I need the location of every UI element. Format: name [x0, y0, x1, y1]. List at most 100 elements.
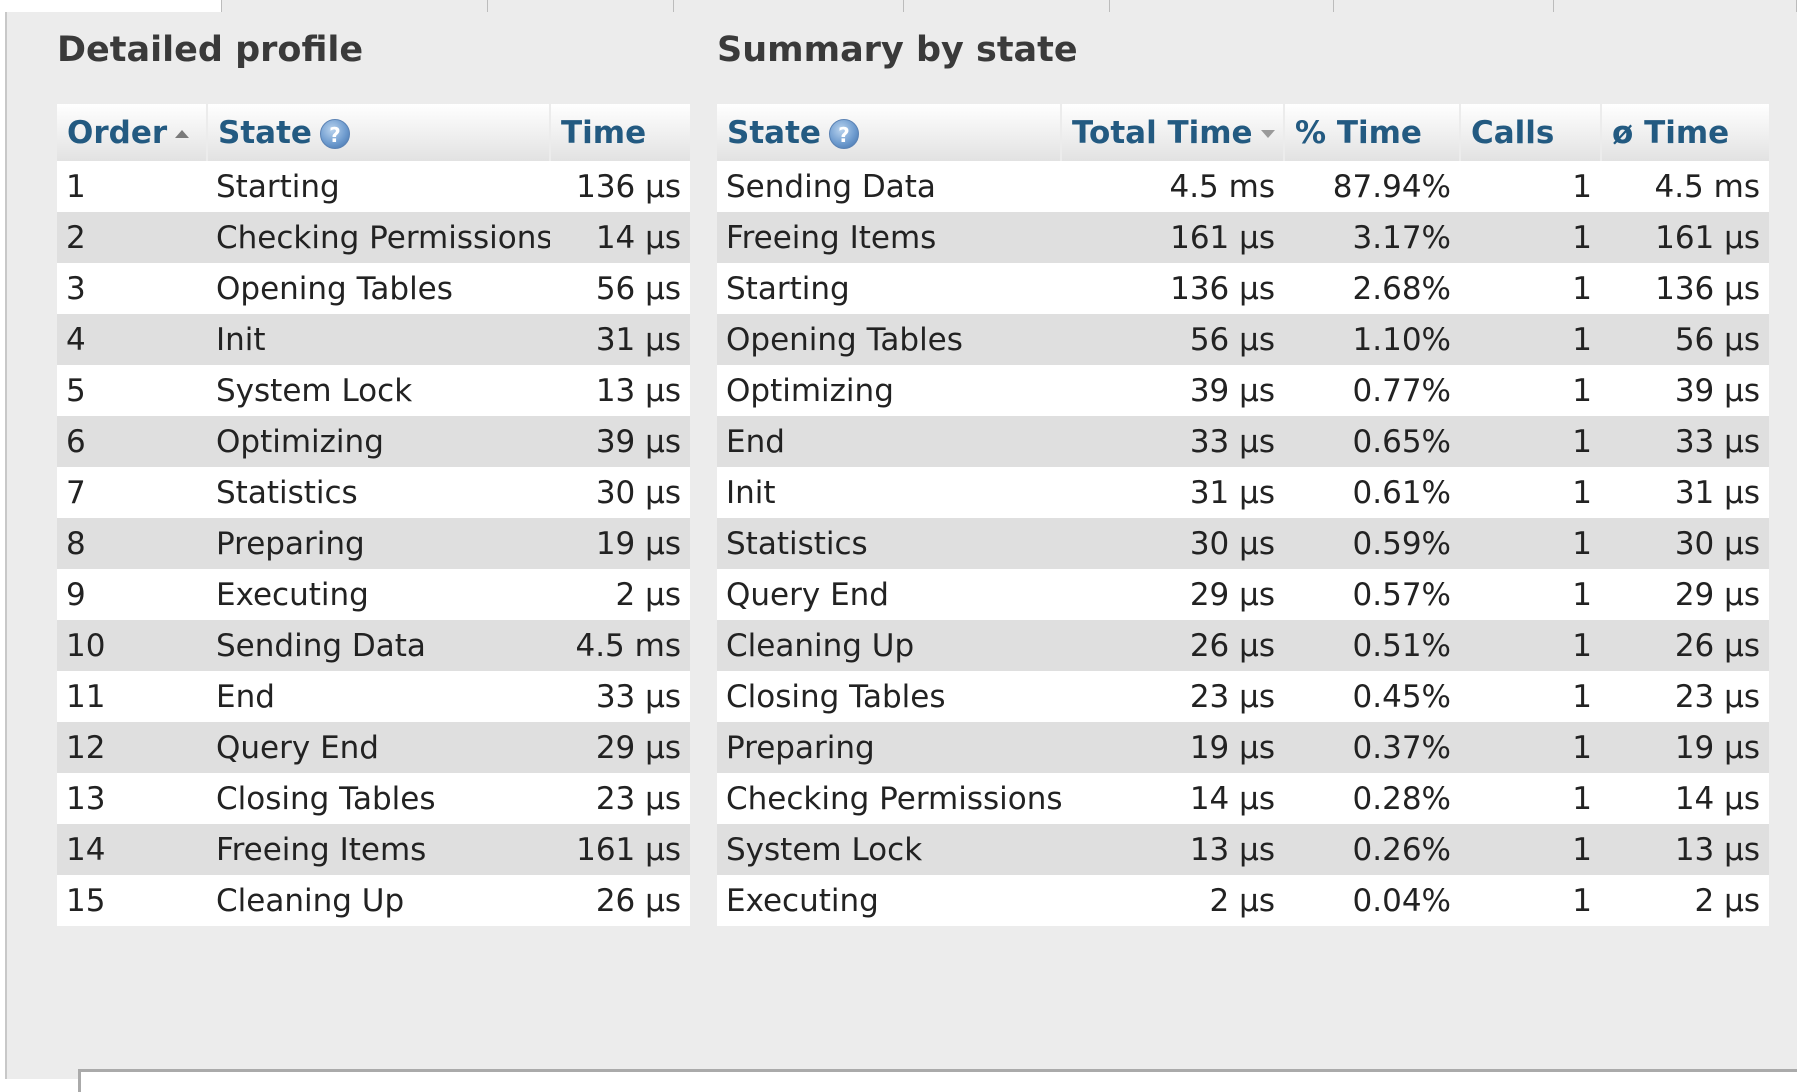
table-row: 1 Starting 136 µs [57, 161, 690, 212]
state-cell: Freeing Items [717, 212, 1061, 263]
help-icon[interactable]: ? [828, 119, 859, 149]
column-header-total-time[interactable]: Total Time [1061, 104, 1285, 161]
state-cell: Executing [207, 569, 550, 620]
tab[interactable] [904, 0, 1110, 12]
column-header-percent-time[interactable]: % Time [1284, 104, 1461, 161]
column-header-state[interactable]: State? [207, 104, 551, 161]
average-time-cell: 23 µs [1601, 671, 1769, 722]
state-cell: Freeing Items [207, 824, 550, 875]
table-row: 14 Freeing Items 161 µs [57, 824, 690, 875]
average-time-cell: 39 µs [1601, 365, 1769, 416]
column-header-calls[interactable]: Calls [1460, 104, 1602, 161]
percent-time-cell: 0.45% [1284, 671, 1460, 722]
time-cell: 33 µs [550, 671, 690, 722]
table-row: 5 System Lock 13 µs [57, 365, 690, 416]
summary-by-state-heading: Summary by state [717, 30, 1078, 70]
calls-cell: 1 [1460, 620, 1601, 671]
tab[interactable] [674, 0, 904, 12]
table-row: 3 Opening Tables 56 µs [57, 263, 690, 314]
order-cell: 2 [57, 212, 207, 263]
state-cell: Preparing [207, 518, 550, 569]
state-cell: System Lock [207, 365, 550, 416]
column-header-label: Calls [1471, 114, 1555, 151]
time-cell: 14 µs [550, 212, 690, 263]
tab[interactable] [222, 0, 488, 12]
table-row: Checking Permissions 14 µs 0.28% 1 14 µs [717, 773, 1769, 824]
calls-cell: 1 [1460, 824, 1601, 875]
calls-cell: 1 [1460, 875, 1601, 926]
percent-time-cell: 1.10% [1284, 314, 1460, 365]
state-cell: Query End [717, 569, 1061, 620]
calls-cell: 1 [1460, 569, 1601, 620]
calls-cell: 1 [1460, 365, 1601, 416]
table-row: Preparing 19 µs 0.37% 1 19 µs [717, 722, 1769, 773]
total-time-cell: 29 µs [1061, 569, 1284, 620]
table-row: Freeing Items 161 µs 3.17% 1 161 µs [717, 212, 1769, 263]
tab[interactable] [488, 0, 674, 12]
detailed-profile-table: Order State? Time 1 Starting 136 µs 2 Checki… [57, 104, 690, 926]
tab[interactable] [1554, 0, 1797, 12]
help-icon[interactable]: ? [319, 119, 350, 149]
percent-time-cell: 0.57% [1284, 569, 1460, 620]
column-header-label: Time [561, 114, 647, 151]
tab[interactable] [1110, 0, 1334, 12]
percent-time-cell: 0.37% [1284, 722, 1460, 773]
calls-cell: 1 [1460, 314, 1601, 365]
calls-cell: 1 [1460, 518, 1601, 569]
lower-panel-edge [78, 1069, 1797, 1092]
order-cell: 8 [57, 518, 207, 569]
state-cell: Starting [207, 161, 550, 212]
order-cell: 6 [57, 416, 207, 467]
detailed-profile-heading: Detailed profile [57, 30, 364, 70]
state-cell: Statistics [207, 467, 550, 518]
total-time-cell: 2 µs [1061, 875, 1284, 926]
tab[interactable] [1334, 0, 1554, 12]
state-cell: System Lock [717, 824, 1061, 875]
total-time-cell: 136 µs [1061, 263, 1284, 314]
order-cell: 1 [57, 161, 207, 212]
average-time-cell: 30 µs [1601, 518, 1769, 569]
table-row: 2 Checking Permissions 14 µs [57, 212, 690, 263]
state-cell: End [717, 416, 1061, 467]
average-time-cell: 14 µs [1601, 773, 1769, 824]
average-time-cell: 13 µs [1601, 824, 1769, 875]
column-header-order[interactable]: Order [57, 104, 208, 161]
total-time-cell: 39 µs [1061, 365, 1284, 416]
average-time-cell: 136 µs [1601, 263, 1769, 314]
state-cell: Sending Data [207, 620, 550, 671]
table-row: Closing Tables 23 µs 0.45% 1 23 µs [717, 671, 1769, 722]
order-cell: 9 [57, 569, 207, 620]
table-row: Starting 136 µs 2.68% 1 136 µs [717, 263, 1769, 314]
column-header-label: State [727, 114, 821, 151]
column-header-state[interactable]: State? [717, 104, 1062, 161]
table-row: 13 Closing Tables 23 µs [57, 773, 690, 824]
time-cell: 39 µs [550, 416, 690, 467]
state-cell: End [207, 671, 550, 722]
average-time-cell: 2 µs [1601, 875, 1769, 926]
percent-time-cell: 0.59% [1284, 518, 1460, 569]
table-row: Cleaning Up 26 µs 0.51% 1 26 µs [717, 620, 1769, 671]
order-cell: 5 [57, 365, 207, 416]
total-time-cell: 31 µs [1061, 467, 1284, 518]
column-header-time[interactable]: Time [550, 104, 690, 161]
calls-cell: 1 [1460, 263, 1601, 314]
state-cell: Opening Tables [207, 263, 550, 314]
table-row: Query End 29 µs 0.57% 1 29 µs [717, 569, 1769, 620]
percent-time-cell: 2.68% [1284, 263, 1460, 314]
state-cell: Optimizing [207, 416, 550, 467]
time-cell: 2 µs [550, 569, 690, 620]
calls-cell: 1 [1460, 671, 1601, 722]
table-row: End 33 µs 0.65% 1 33 µs [717, 416, 1769, 467]
average-time-cell: 19 µs [1601, 722, 1769, 773]
state-cell: Starting [717, 263, 1061, 314]
column-header-average-time[interactable]: ø Time [1601, 104, 1769, 161]
tab-active[interactable] [0, 0, 222, 12]
state-cell: Closing Tables [207, 773, 550, 824]
order-cell: 15 [57, 875, 207, 926]
profiling-panel: Detailed profile Summary by state Order … [5, 12, 1797, 1079]
column-header-label: Total Time [1072, 114, 1253, 151]
table-header-row: Order State? Time [57, 104, 690, 161]
calls-cell: 1 [1460, 416, 1601, 467]
percent-time-cell: 0.77% [1284, 365, 1460, 416]
percent-time-cell: 0.51% [1284, 620, 1460, 671]
